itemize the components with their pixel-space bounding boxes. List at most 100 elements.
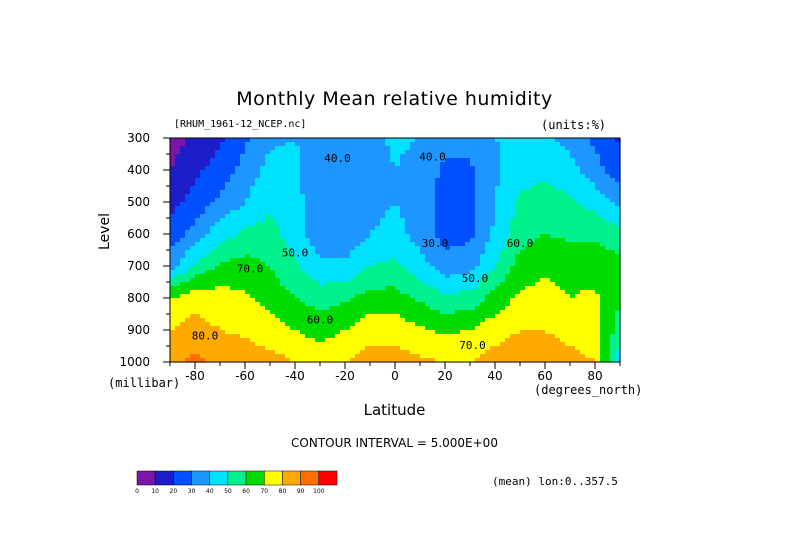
contour-cell — [255, 342, 261, 347]
contour-cell — [565, 330, 571, 335]
contour-cell — [240, 330, 246, 335]
contour-cell — [390, 150, 396, 155]
contour-cell — [285, 266, 291, 271]
contour-cell — [250, 266, 256, 271]
contour-cell — [530, 218, 536, 223]
contour-cell — [325, 318, 331, 323]
contour-cell — [380, 342, 386, 347]
contour-cell — [550, 270, 556, 275]
contour-cell — [420, 206, 426, 211]
contour-cell — [325, 222, 331, 227]
contour-cell — [215, 166, 221, 171]
contour-cell — [300, 166, 306, 171]
contour-cell — [455, 330, 461, 335]
contour-cell — [360, 162, 366, 167]
contour-cell — [195, 194, 201, 199]
contour-cell — [355, 186, 361, 191]
contour-cell — [170, 146, 176, 151]
contour-cell — [495, 170, 501, 175]
contour-cell — [500, 238, 506, 243]
contour-cell — [255, 330, 261, 335]
contour-cell — [235, 358, 241, 363]
contour-cell — [475, 182, 481, 187]
contour-cell — [470, 166, 476, 171]
contour-cell — [485, 194, 491, 199]
contour-cell — [545, 166, 551, 171]
contour-cell — [425, 174, 431, 179]
contour-cell — [460, 306, 466, 311]
contour-cell — [610, 334, 616, 339]
contour-cell — [595, 354, 601, 359]
contour-cell — [385, 170, 391, 175]
contour-cell — [195, 330, 201, 335]
contour-cell — [240, 170, 246, 175]
contour-cell — [435, 262, 441, 267]
contour-cell — [290, 234, 296, 239]
contour-cell — [305, 206, 311, 211]
contour-cell — [510, 286, 516, 291]
contour-cell — [400, 178, 406, 183]
contour-cell — [615, 178, 621, 183]
contour-cell — [390, 286, 396, 291]
contour-cell — [300, 266, 306, 271]
contour-cell — [480, 262, 486, 267]
contour-cell — [415, 206, 421, 211]
contour-cell — [505, 322, 511, 327]
contour-cell — [440, 218, 446, 223]
contour-cell — [370, 330, 376, 335]
contour-cell — [295, 250, 301, 255]
contour-cell — [260, 254, 266, 259]
contour-cell — [205, 286, 211, 291]
contour-cell — [550, 242, 556, 247]
contour-cell — [610, 198, 616, 203]
contour-cell — [315, 334, 321, 339]
contour-cell — [385, 322, 391, 327]
contour-cell — [380, 338, 386, 343]
contour-cell — [445, 310, 451, 315]
contour-cell — [230, 310, 236, 315]
contour-cell — [525, 198, 531, 203]
contour-cell — [510, 254, 516, 259]
contour-cell — [515, 206, 521, 211]
contour-cell — [520, 354, 526, 359]
contour-cell — [405, 310, 411, 315]
contour-cell — [505, 254, 511, 259]
contour-cell — [390, 294, 396, 299]
contour-cell — [460, 350, 466, 355]
contour-cell — [170, 330, 176, 335]
contour-cell — [505, 306, 511, 311]
contour-cell — [545, 178, 551, 183]
contour-cell — [375, 278, 381, 283]
contour-cell — [315, 254, 321, 259]
contour-cell — [275, 138, 281, 143]
contour-cell — [290, 354, 296, 359]
contour-cell — [440, 326, 446, 331]
contour-cell — [290, 346, 296, 351]
contour-cell — [610, 214, 616, 219]
contour-cell — [330, 350, 336, 355]
contour-cell — [185, 142, 191, 147]
contour-cell — [310, 314, 316, 319]
contour-cell — [180, 158, 186, 163]
contour-cell — [275, 162, 281, 167]
contour-cell — [260, 354, 266, 359]
contour-cell — [400, 346, 406, 351]
contour-cell — [180, 338, 186, 343]
contour-cell — [230, 222, 236, 227]
contour-cell — [310, 254, 316, 259]
contour-cell — [300, 346, 306, 351]
contour-cell — [175, 306, 181, 311]
contour-cell — [235, 198, 241, 203]
contour-cell — [345, 182, 351, 187]
contour-cell — [515, 318, 521, 323]
contour-cell — [345, 314, 351, 319]
contour-cell — [410, 326, 416, 331]
contour-cell — [285, 162, 291, 167]
contour-cell — [455, 162, 461, 167]
contour-cell — [400, 270, 406, 275]
contour-cell — [480, 170, 486, 175]
contour-cell — [465, 150, 471, 155]
contour-cell — [315, 306, 321, 311]
contour-cell — [230, 242, 236, 247]
contour-cell — [320, 338, 326, 343]
